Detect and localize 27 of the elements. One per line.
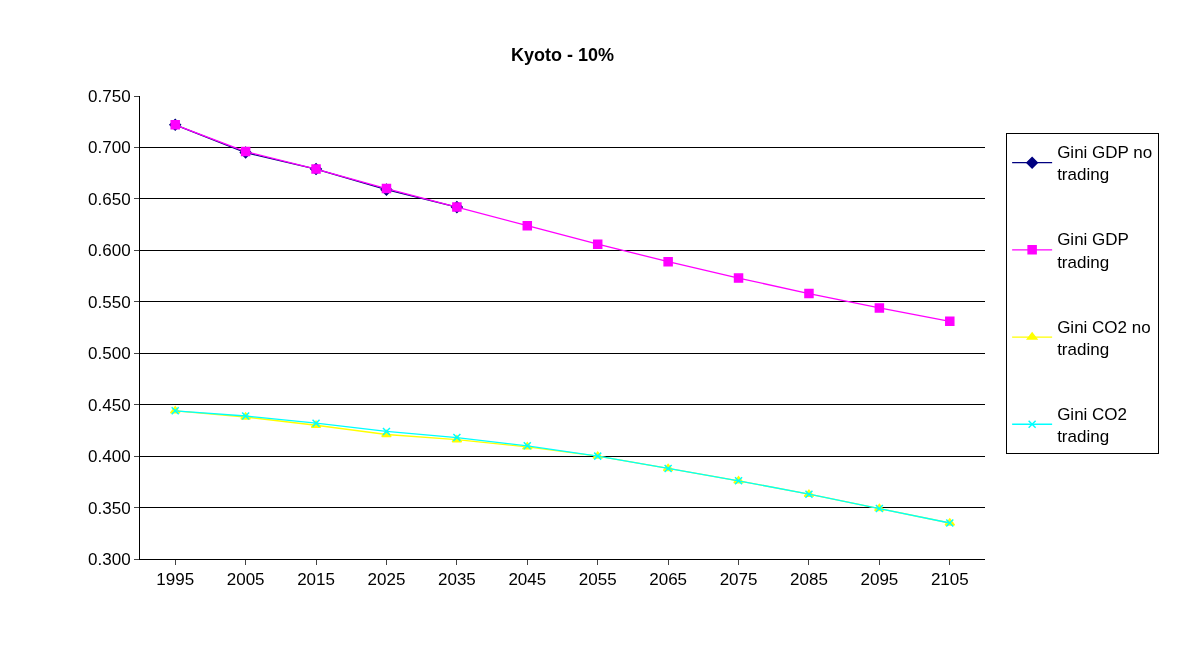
- chart-title: Kyoto - 10%: [510, 45, 615, 66]
- y-tick-label: 0.650: [88, 189, 131, 209]
- x-tick-label: 2095: [860, 570, 899, 590]
- y-tick-label: 0.550: [88, 292, 131, 312]
- x-tick-label: 2105: [930, 570, 969, 590]
- y-tick-label: 0.300: [88, 549, 131, 569]
- x-tick-label: 2035: [437, 570, 476, 590]
- y-tick-label: 0.350: [88, 498, 131, 518]
- legend-label: Gini GDP trading: [1057, 230, 1129, 272]
- x-tick-label: 2025: [367, 570, 406, 590]
- y-tick-label: 0.450: [88, 395, 131, 415]
- x-tick-label: 2065: [649, 570, 688, 590]
- x-tick-label: 2015: [297, 570, 335, 590]
- legend-label: Gini CO2 trading: [1057, 404, 1128, 446]
- x-tick-label: 2075: [719, 570, 758, 590]
- y-tick-label: 0.500: [88, 344, 131, 364]
- x-tick-label: 2045: [508, 570, 547, 590]
- legend-label: Gini CO2 no trading: [1057, 317, 1151, 359]
- legend-label: Gini GDP no trading: [1057, 143, 1153, 185]
- x-tick-label: 1995: [156, 570, 195, 590]
- y-tick-label: 0.700: [88, 138, 131, 158]
- y-tick-label: 0.400: [88, 447, 131, 467]
- y-tick-label: 0.600: [88, 241, 131, 261]
- x-tick-label: 2085: [790, 570, 828, 590]
- x-tick-label: 2055: [578, 570, 617, 590]
- y-tick-label: 0.750: [88, 86, 131, 106]
- x-tick-label: 2005: [226, 570, 265, 590]
